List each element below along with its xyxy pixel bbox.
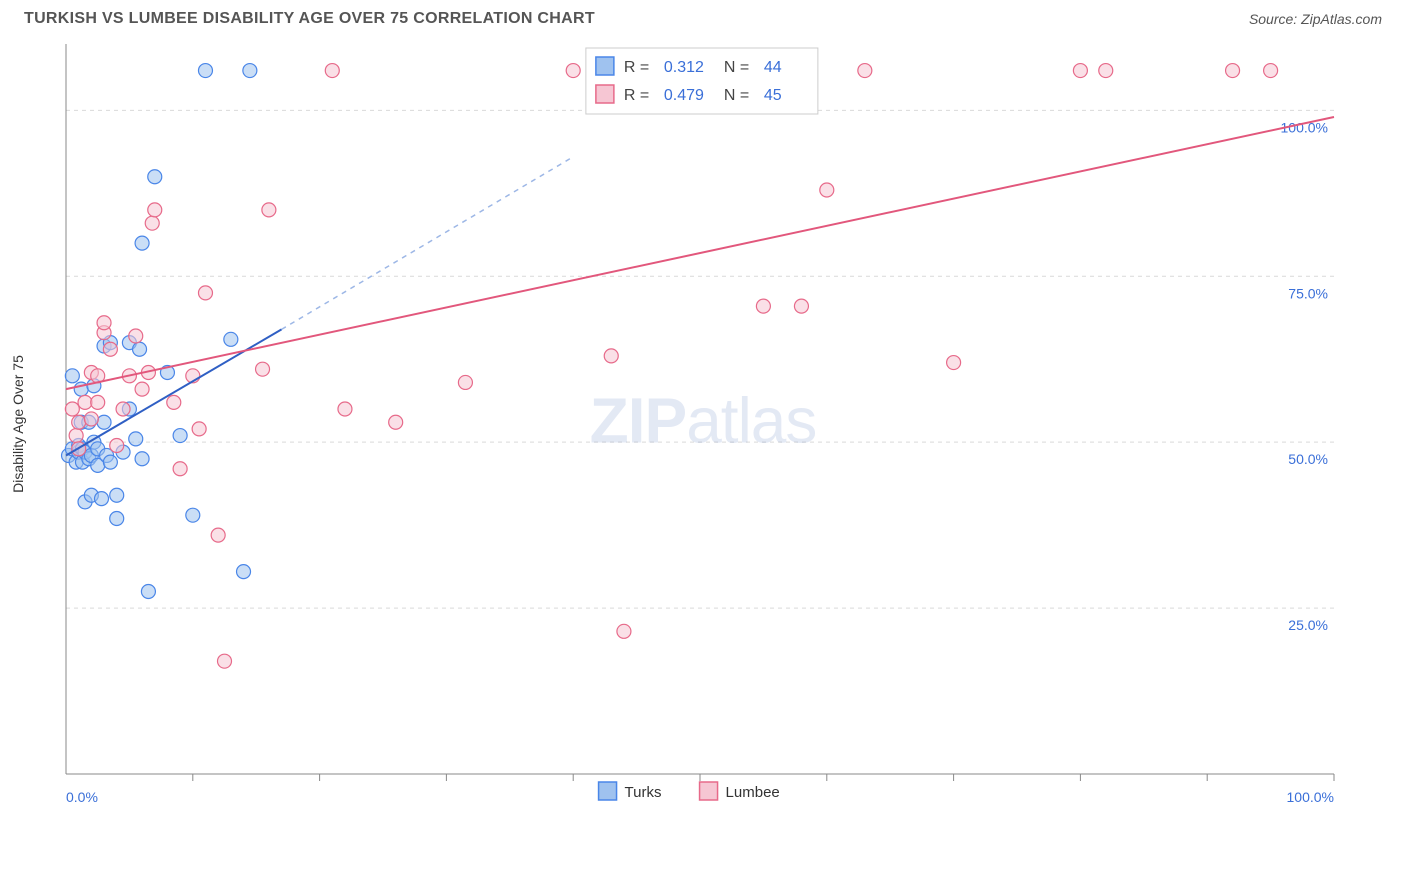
data-point [97,316,111,330]
data-point [947,356,961,370]
data-point [1264,64,1278,78]
data-point [148,170,162,184]
data-point [566,64,580,78]
data-point [135,236,149,250]
data-point [133,342,147,356]
data-point [110,439,124,453]
data-point [224,332,238,346]
data-point [389,415,403,429]
data-point [167,395,181,409]
data-point [198,64,212,78]
data-point [186,508,200,522]
data-point [97,415,111,429]
x-max-label: 100.0% [1287,789,1334,805]
data-point [237,565,251,579]
data-point [129,329,143,343]
trend-line [66,117,1334,389]
legend-r-value: 0.479 [664,87,704,104]
legend-n-label: N = [724,59,749,76]
series-label: Lumbee [726,784,780,801]
series-label: Turks [625,784,662,801]
data-point [211,528,225,542]
data-point [604,349,618,363]
data-point [338,402,352,416]
data-point [256,362,270,376]
data-point [103,342,117,356]
data-point [84,412,98,426]
chart-header: TURKISH VS LUMBEE DISABILITY AGE OVER 75… [0,0,1406,34]
y-axis-label: Disability Age Over 75 [10,355,26,493]
data-point [78,395,92,409]
data-point [192,422,206,436]
legend-r-label: R = [624,87,649,104]
data-point [1226,64,1240,78]
series-swatch [700,782,718,800]
data-point [218,654,232,668]
legend-n-value: 45 [764,87,782,104]
legend-n-value: 44 [764,59,782,76]
data-point [145,216,159,230]
series-swatch [599,782,617,800]
data-point [135,382,149,396]
chart-source: Source: ZipAtlas.com [1249,11,1382,27]
data-point [262,203,276,217]
data-point [243,64,257,78]
data-point [135,452,149,466]
trend-line-ext [282,157,574,330]
data-point [173,429,187,443]
data-point [173,462,187,476]
data-point [617,624,631,638]
x-min-label: 0.0% [66,789,98,805]
data-point [110,512,124,526]
data-point [148,203,162,217]
data-point [458,375,472,389]
y-tick-label: 25.0% [1288,617,1328,633]
data-point [1073,64,1087,78]
data-point [756,299,770,313]
data-point [141,585,155,599]
legend-stats-box [586,48,818,114]
legend-swatch [596,85,614,103]
legend-swatch [596,57,614,75]
data-point [69,429,83,443]
chart-title: TURKISH VS LUMBEE DISABILITY AGE OVER 75… [24,10,595,28]
data-point [858,64,872,78]
data-point [103,455,117,469]
data-point [116,402,130,416]
legend-r-label: R = [624,59,649,76]
data-point [1099,64,1113,78]
data-point [65,402,79,416]
data-point [325,64,339,78]
scatter-chart: 25.0%50.0%75.0%100.0%0.0%100.0%R =0.312N… [24,34,1364,814]
data-point [794,299,808,313]
data-point [91,395,105,409]
data-point [198,286,212,300]
data-point [129,432,143,446]
y-tick-label: 50.0% [1288,451,1328,467]
data-point [110,488,124,502]
data-point [820,183,834,197]
data-point [95,492,109,506]
y-tick-label: 75.0% [1288,285,1328,301]
chart-area: Disability Age Over 75 ZIPatlas 25.0%50.… [24,34,1382,814]
legend-r-value: 0.312 [664,59,704,76]
legend-n-label: N = [724,87,749,104]
data-point [72,415,86,429]
data-point [65,369,79,383]
